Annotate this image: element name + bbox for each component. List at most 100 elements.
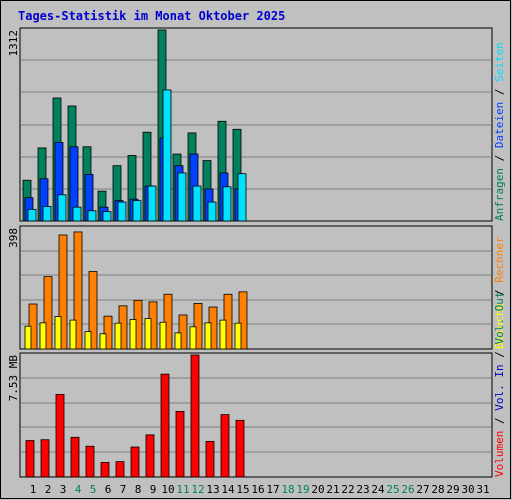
bar-besuche-day-11 <box>174 332 182 350</box>
bar-besuche-day-13 <box>204 322 212 350</box>
y-axis-max-label: 398 <box>7 228 20 248</box>
panel-legend: Volumen / Vol. In / Vol. Out <box>493 292 506 477</box>
x-tick-day-10: 10 <box>161 483 174 496</box>
x-tick-day-11: 11 <box>176 483 189 496</box>
x-tick-day-4: 4 <box>75 483 82 496</box>
bar-rechner-day-3 <box>58 234 68 350</box>
bar-seiten-day-10 <box>162 89 172 222</box>
bar-seiten-day-2 <box>42 206 52 222</box>
legend-dateien: Dateien <box>493 102 506 148</box>
x-tick-day-5: 5 <box>90 483 97 496</box>
x-tick-day-7: 7 <box>120 483 127 496</box>
panel-legend: Anfragen / Dateien / Seiten <box>493 42 506 221</box>
x-tick-day-17: 17 <box>266 483 279 496</box>
bar-volumen-day-15 <box>235 419 245 478</box>
x-tick-day-22: 22 <box>341 483 354 496</box>
panel-3: 7.53 MB Volumen / Vol. In / Vol. Out <box>7 292 506 478</box>
x-tick-day-14: 14 <box>221 483 235 496</box>
bar-volumen-day-11 <box>175 410 185 478</box>
bar-besuche-day-1 <box>24 325 32 350</box>
bar-volumen-day-1 <box>25 440 35 478</box>
bar-besuche-day-12 <box>189 326 197 350</box>
panel-frame <box>19 27 493 222</box>
x-tick-day-20: 20 <box>311 483 324 496</box>
x-tick-day-27: 27 <box>416 483 429 496</box>
x-tick-day-26: 26 <box>401 483 414 496</box>
bar-besuche-day-2 <box>39 322 47 350</box>
bar-besuche-day-4 <box>69 319 77 350</box>
legend-rechner: Rechner <box>493 236 506 283</box>
bar-volumen-day-6 <box>100 462 110 478</box>
bar-volumen-day-5 <box>85 445 95 478</box>
bar-rechner-day-10 <box>163 293 173 350</box>
x-tick-day-31: 31 <box>476 483 489 496</box>
bar-volumen-day-3 <box>55 393 65 478</box>
legend-seiten: Seiten <box>493 42 506 82</box>
bar-rechner-day-6 <box>103 315 113 350</box>
y-axis-max-label: 1312 <box>7 30 20 57</box>
bar-seiten-day-11 <box>177 172 187 222</box>
bar-besuche-day-7 <box>114 322 122 350</box>
bar-volumen-day-2 <box>40 439 50 478</box>
bar-besuche-day-5 <box>84 331 92 350</box>
bar-volumen-day-7 <box>115 461 125 478</box>
panel-legend: Besuche / Rechner <box>493 236 506 349</box>
bar-besuche-day-6 <box>99 333 107 350</box>
bar-volumen-day-14 <box>220 414 230 478</box>
x-tick-day-8: 8 <box>135 483 142 496</box>
x-tick-day-13: 13 <box>206 483 219 496</box>
bar-seiten-day-5 <box>87 210 97 222</box>
bar-volumen-day-10 <box>160 373 170 478</box>
bar-rechner-day-5 <box>88 271 98 350</box>
x-tick-day-23: 23 <box>356 483 369 496</box>
legend-anfragen: Anfragen <box>493 168 506 221</box>
chart-title: Tages-Statistik im Monat Oktober 2025 <box>18 9 285 23</box>
bar-volumen-day-13 <box>205 440 215 478</box>
x-tick-day-12: 12 <box>191 483 204 496</box>
panel-frame <box>19 225 493 350</box>
y-axis-max-label: 7.53 MB <box>7 355 20 402</box>
x-axis-day-labels: 1 2 3 4 5 6 7 8 9 10 11 12 13 14 15 16 17 18 19 20 21 22 23 24 2… <box>30 483 490 496</box>
bar-seiten-day-3 <box>57 194 67 222</box>
bar-volumen-day-9 <box>145 434 155 478</box>
x-tick-day-6: 6 <box>105 483 112 496</box>
x-tick-day-18: 18 <box>281 483 294 496</box>
bar-volumen-day-12 <box>190 354 200 478</box>
bar-rechner-day-2 <box>43 276 53 350</box>
panel-2: 398 Besuche / Rechner <box>7 225 506 350</box>
bar-seiten-day-1 <box>27 208 37 222</box>
x-tick-day-19: 19 <box>296 483 309 496</box>
x-tick-day-29: 29 <box>446 483 459 496</box>
legend-vol-out: Vol. Out <box>493 292 506 345</box>
bar-besuche-day-10 <box>159 321 167 350</box>
bar-seiten-day-6 <box>102 211 112 222</box>
panel-1: 1312 Anfragen / Dateien / Seiten <box>7 27 506 222</box>
x-tick-day-28: 28 <box>431 483 444 496</box>
x-tick-day-15: 15 <box>236 483 249 496</box>
bar-seiten-day-7 <box>117 201 127 222</box>
bar-seiten-day-14 <box>222 186 232 222</box>
bar-rechner-day-12 <box>193 302 203 350</box>
bar-seiten-day-9 <box>147 185 157 222</box>
bar-volumen-day-8 <box>130 446 140 478</box>
bar-rechner-day-11 <box>178 314 188 350</box>
bar-seiten-day-13 <box>207 201 217 222</box>
bar-besuche-day-9 <box>144 318 152 350</box>
x-tick-day-25: 25 <box>386 483 399 496</box>
bar-volumen-day-4 <box>70 436 80 478</box>
bar-rechner-day-4 <box>73 231 83 350</box>
x-tick-day-9: 9 <box>150 483 157 496</box>
x-tick-day-30: 30 <box>461 483 474 496</box>
x-tick-day-1: 1 <box>30 483 37 496</box>
legend-besuche: Besuche <box>493 303 506 349</box>
x-tick-day-3: 3 <box>60 483 67 496</box>
bar-seiten-day-12 <box>192 185 202 222</box>
x-tick-day-24: 24 <box>371 483 385 496</box>
x-tick-day-2: 2 <box>45 483 52 496</box>
legend-vol-in: Vol. In <box>493 364 506 410</box>
x-tick-day-16: 16 <box>251 483 264 496</box>
bar-seiten-day-4 <box>72 206 82 222</box>
